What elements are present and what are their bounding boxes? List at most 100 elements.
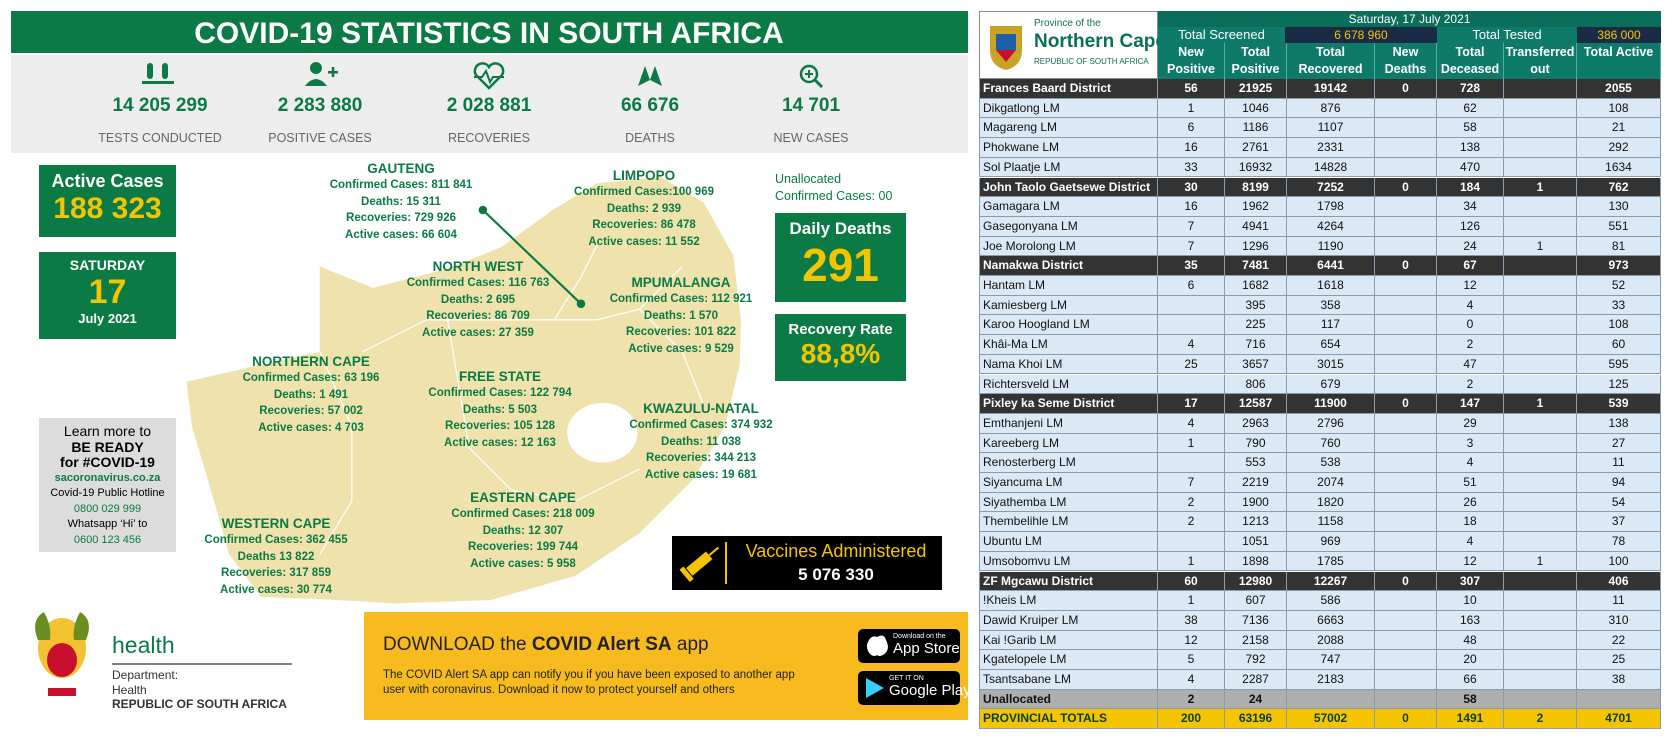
province-line: Deaths: 11 038 [661,435,741,448]
row-value: 551 [1577,216,1661,237]
row-value [1375,551,1437,572]
row-value: 4 [1437,295,1504,316]
app-title-bold: COVID Alert SA [531,634,672,655]
row-value: 2287 [1225,670,1287,690]
row-name: Tsantsabane LM [979,670,1158,690]
pointer-dot [478,205,488,215]
learn-line[interactable]: sacoronavirus.co.za [54,471,161,484]
province-line: Confirmed Cases: 374 932 [629,419,773,431]
row-value [1158,295,1225,316]
row-name: Magareng LM [979,118,1158,139]
province-line: Recoveries: 57 002 [259,405,363,417]
province-line: Recoveries: 344 213 [646,452,756,464]
row-value: 358 [1287,295,1375,316]
row-name: Khâi-Ma LM [979,335,1158,355]
row-value: 1785 [1287,551,1375,572]
active-cases-value: 188 323 [53,192,162,225]
row-value [1504,473,1577,493]
row-value [1504,157,1577,178]
tested-label: Total Tested [1437,27,1577,43]
row-value [1375,138,1437,158]
row-value [1375,630,1437,651]
row-value [1375,453,1437,473]
row-value: 58 [1437,118,1504,139]
date-box: SATURDAY 17 July 2021 [39,252,176,339]
row-value: 38 [1577,670,1661,690]
row-name: Renosterberg LM [979,453,1158,473]
row-name: Namakwa District [979,256,1158,276]
province-name: KWAZULU-NATAL [643,401,759,416]
row-value: 654 [1287,335,1375,355]
row-value: 1107 [1287,118,1375,139]
logo-line: Northern Cape [1034,31,1166,52]
learn-line: Learn more to [63,423,152,439]
stat-label: RECOVERIES [448,131,530,145]
row-value [1504,630,1577,651]
date-weekday: SATURDAY [69,257,146,273]
province-name: NORTH WEST [432,259,524,274]
row-name: Phokwane LM [979,138,1158,158]
row-value [1504,216,1577,237]
row-value [1375,650,1437,670]
row-value [1375,98,1437,119]
row-value: 6 [1158,118,1225,139]
row-value: 292 [1577,138,1661,158]
screened-value: 6 678 960 [1285,27,1437,43]
row-value: 12980 [1225,571,1287,592]
row-value: 4 [1158,413,1225,434]
row-value: 790 [1225,433,1287,454]
date-month: July 2021 [78,311,137,326]
row-value [1504,413,1577,434]
row-value: 25 [1158,354,1225,375]
province-line: Active cases: 19 681 [645,468,757,481]
health-dept: Department: Health REPUBLIC OF SOUTH AFR… [112,668,287,712]
google-play-text[interactable]: GET IT ON Google Play [889,675,971,699]
province-line: Confirmed Cases:100 969 [574,186,714,198]
row-value: 1 [1504,177,1577,198]
row-value: 716 [1225,335,1287,355]
row-value: 56 [1158,79,1225,99]
store-small: Download on the [893,633,946,640]
province-line: Confirmed Cases: 112 921 [609,293,753,305]
row-value: 1618 [1287,276,1375,296]
row-value: 0 [1375,177,1437,198]
row-value: 470 [1437,157,1504,178]
row-value: 25 [1577,650,1661,670]
recoveries-icon [473,62,505,90]
row-value [1158,374,1225,395]
row-value: 1190 [1287,236,1375,257]
row-value: 2 [1437,374,1504,395]
province-borders [319,244,705,555]
row-value [1158,453,1225,473]
province-line: Deaths: 5 503 [462,403,538,416]
row-name: Thembelihle LM [979,512,1158,533]
row-value: 1 [1504,394,1577,414]
app-store-text[interactable]: Download on the App Store [893,633,960,657]
row-value: 16 [1158,138,1225,158]
row-value [1375,315,1437,336]
row-value: 10 [1437,591,1504,611]
row-value: 2796 [1287,413,1375,434]
row-value: 2 [1158,512,1225,533]
row-value: 94 [1577,473,1661,493]
google-play-button[interactable] [858,671,960,705]
row-name: Richtersveld LM [979,374,1158,395]
row-value: 78 [1577,532,1661,552]
row-value: 130 [1577,197,1661,217]
province-line: Confirmed Cases: 116 763 [406,277,550,289]
row-value: 200 [1158,709,1225,730]
row-value [1504,138,1577,158]
row-value [1375,354,1437,375]
positive-icon [305,62,338,86]
stat-icons [142,62,824,90]
row-value: 1051 [1225,532,1287,552]
learn-more: Learn more to BE READY for #COVID-19 sac… [39,423,176,548]
row-value: 2183 [1287,670,1375,690]
row-value [1504,315,1577,336]
row-value [1375,670,1437,690]
row-value: 0 [1375,571,1437,592]
row-value: 66 [1437,670,1504,690]
row-value: 11 [1577,591,1661,611]
vaccines-value: 5 076 330 [798,565,874,584]
